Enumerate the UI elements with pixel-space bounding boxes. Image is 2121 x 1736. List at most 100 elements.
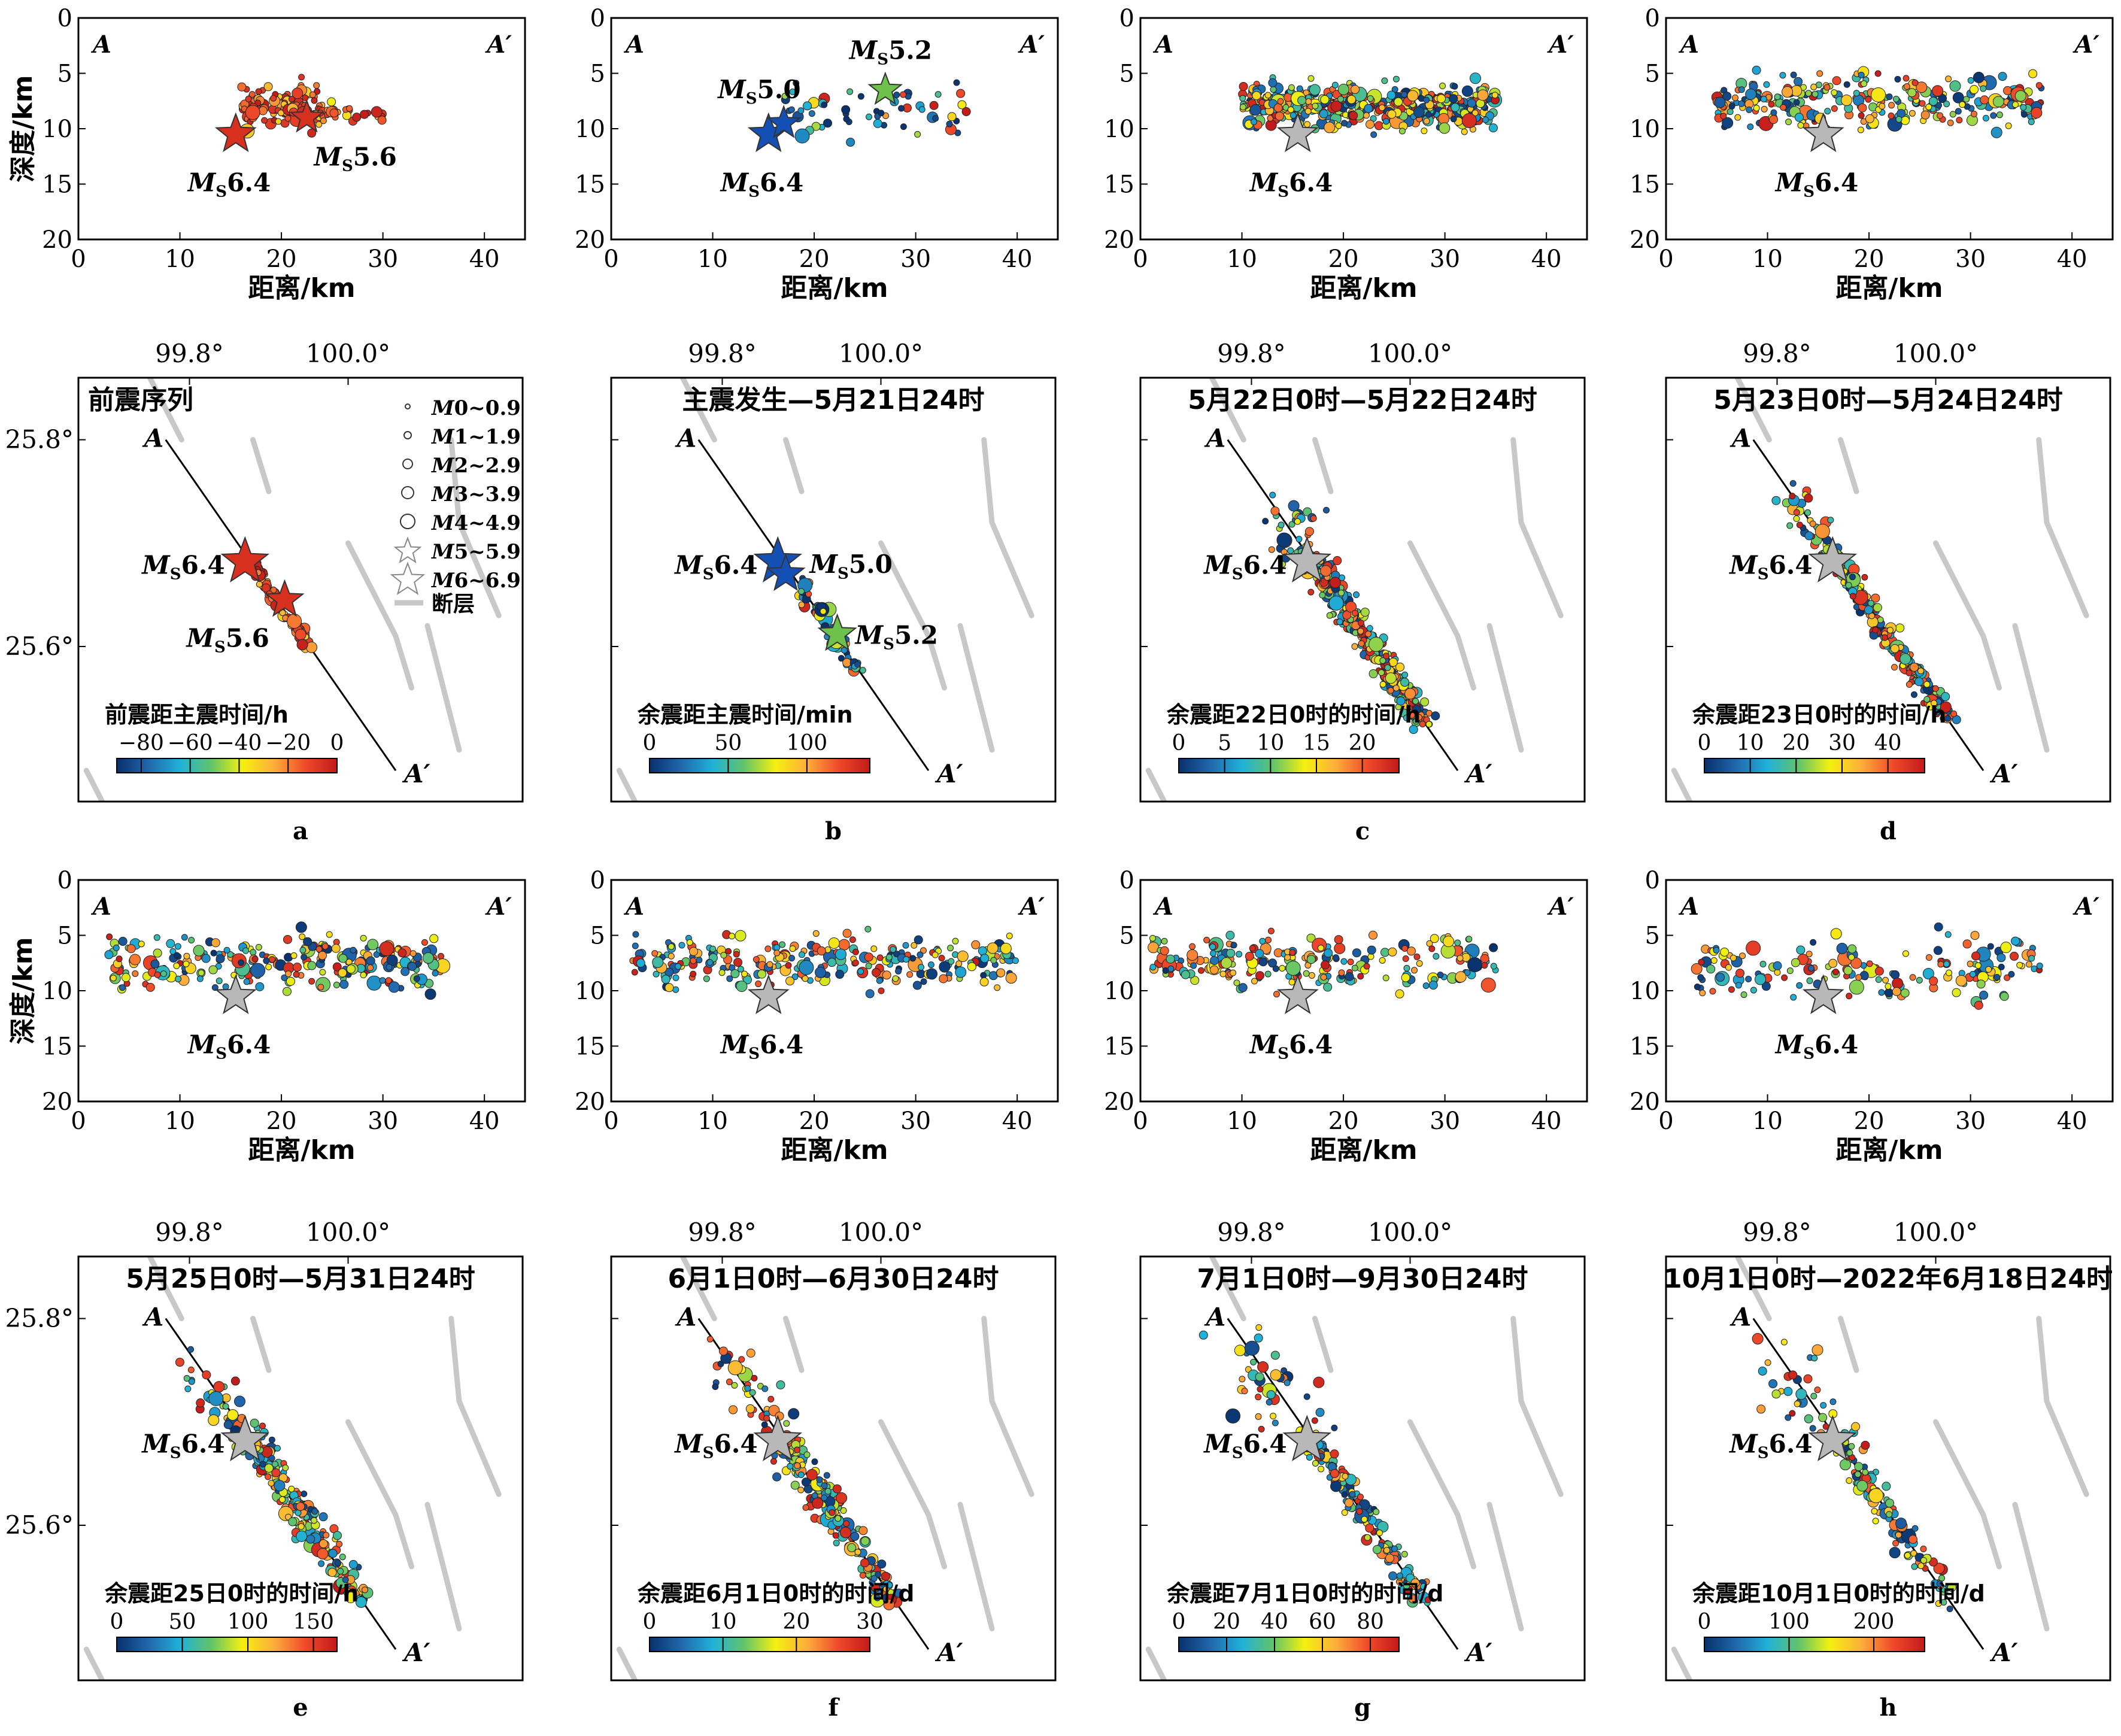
section-event xyxy=(1249,945,1256,952)
section-event xyxy=(292,963,302,972)
section-event xyxy=(1370,131,1377,138)
profile-endpoint-a: A xyxy=(1729,424,1752,453)
section-event xyxy=(413,975,420,982)
section-event xyxy=(1945,75,1952,83)
map-event xyxy=(1283,1379,1291,1386)
section-event xyxy=(1865,96,1872,103)
colorbar-label: 前震距主震时间/h xyxy=(105,702,289,728)
section-event xyxy=(1323,982,1333,992)
map-event xyxy=(1376,1529,1383,1537)
section-xlabel: 距离/km xyxy=(1835,1135,1943,1166)
section-event xyxy=(849,936,856,943)
section-event xyxy=(900,123,907,130)
section-event xyxy=(292,87,304,99)
fault-line xyxy=(878,1419,947,1570)
section-event xyxy=(838,939,850,951)
section-event xyxy=(1919,100,1926,107)
section-event xyxy=(1407,946,1416,956)
map-event xyxy=(883,1598,895,1610)
section-event xyxy=(1225,930,1235,940)
fault-line xyxy=(1312,437,1334,494)
section-event xyxy=(878,110,885,117)
section-event xyxy=(1238,983,1248,993)
map-event xyxy=(1846,1477,1853,1484)
section-event xyxy=(817,946,826,956)
map-event xyxy=(1908,1534,1917,1544)
section-ytick-label: 20 xyxy=(575,1088,605,1116)
section-event xyxy=(121,973,131,982)
section-event xyxy=(1331,81,1339,89)
map-event xyxy=(1356,1508,1363,1515)
section-event xyxy=(1709,988,1716,995)
section-event xyxy=(317,984,324,991)
section-xtick-label: 30 xyxy=(368,245,398,273)
section-event xyxy=(1806,977,1813,984)
section-event xyxy=(327,97,336,107)
section-event xyxy=(812,930,820,937)
section-event xyxy=(1369,930,1378,940)
section-xlabel: 距离/km xyxy=(1835,273,1943,304)
section-event xyxy=(138,940,145,948)
section-endpoint-a: A xyxy=(1152,893,1173,921)
section-event xyxy=(1812,90,1819,98)
map-event xyxy=(1933,1562,1945,1574)
colorbar xyxy=(649,758,870,773)
map-event xyxy=(1814,1386,1821,1394)
section-event xyxy=(779,941,786,948)
section-event xyxy=(1952,988,1961,997)
colorbar-tick-label: 10 xyxy=(1737,731,1764,755)
section-event xyxy=(1823,84,1831,91)
section-event xyxy=(1726,108,1734,116)
section-event xyxy=(1735,982,1742,989)
section-ytick-label: 10 xyxy=(575,978,605,1005)
section-ytick-label: 0 xyxy=(1119,867,1134,894)
section-event xyxy=(789,945,796,952)
section-event xyxy=(789,88,796,95)
colorbar-tick-label: 60 xyxy=(1309,1610,1336,1634)
section-event xyxy=(1773,961,1782,970)
section-xlabel: 距离/km xyxy=(781,273,888,304)
section-star xyxy=(747,974,790,1015)
section-event xyxy=(632,942,639,949)
map-event xyxy=(1425,721,1433,728)
legend-star xyxy=(393,536,422,564)
map-event xyxy=(1895,1518,1907,1529)
section-event xyxy=(1925,954,1932,961)
map-star xyxy=(220,536,270,583)
section-ytick-label: 10 xyxy=(1104,116,1134,143)
section-star-label: MS5.6 xyxy=(312,142,396,175)
section-event xyxy=(2020,111,2028,118)
map-event xyxy=(1369,669,1378,678)
section-star xyxy=(1802,974,1844,1015)
map-event xyxy=(1383,1547,1391,1554)
section-event xyxy=(1337,83,1349,95)
map-event xyxy=(188,1378,195,1385)
section-xtick-label: 20 xyxy=(799,1107,830,1135)
section-event xyxy=(1210,956,1219,966)
lon-tick-label: 100.0° xyxy=(1894,1218,1978,1247)
section-frame xyxy=(77,879,526,1103)
section-event xyxy=(1226,948,1236,958)
section-event xyxy=(295,921,307,933)
map-event xyxy=(1330,1480,1342,1492)
section-event xyxy=(1374,121,1383,130)
map-frame xyxy=(77,377,524,803)
map-event xyxy=(1403,714,1410,721)
section-event xyxy=(931,951,939,958)
section-event xyxy=(286,976,295,986)
section-event xyxy=(2028,955,2035,962)
map-event xyxy=(706,1336,714,1343)
section-event xyxy=(238,959,245,966)
fault-line xyxy=(250,437,272,494)
section-event xyxy=(313,82,320,89)
section-event xyxy=(1843,966,1853,975)
map-event xyxy=(783,1420,790,1427)
section-event xyxy=(245,95,252,102)
map-background xyxy=(78,1257,523,1680)
map-event xyxy=(1935,1600,1942,1607)
section-event xyxy=(424,988,436,1000)
map-event xyxy=(328,1549,338,1558)
section-event xyxy=(1307,75,1315,82)
section-event xyxy=(1998,963,2005,970)
